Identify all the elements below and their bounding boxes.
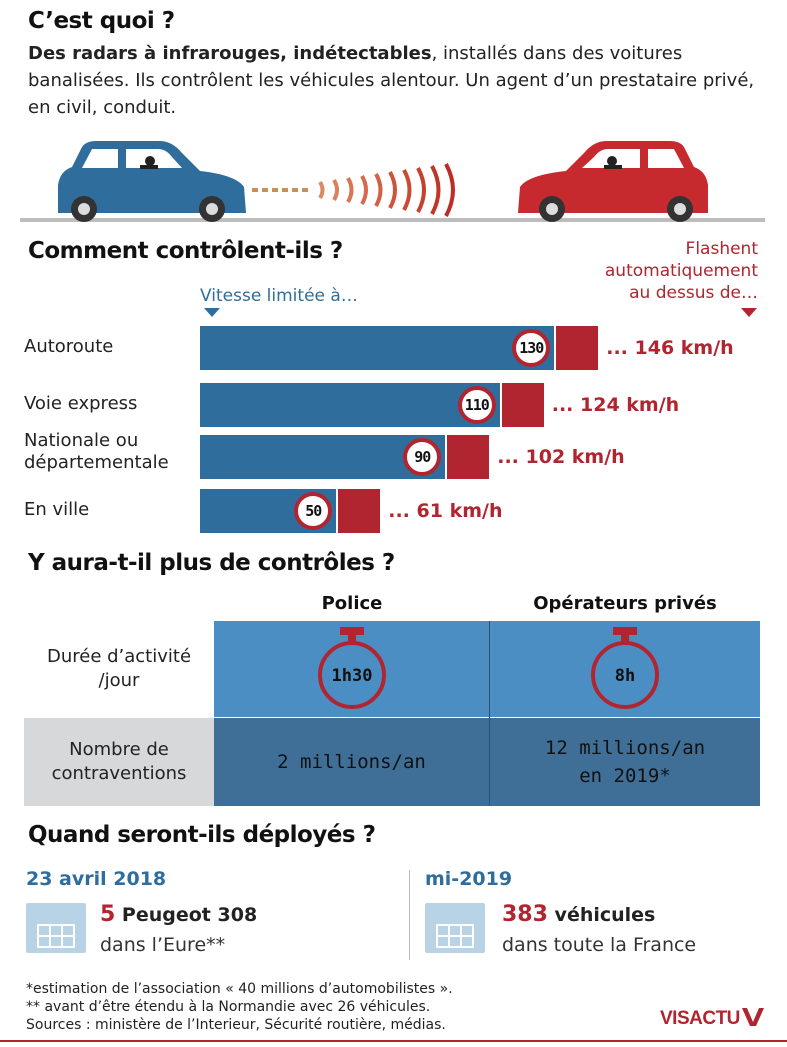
bar-category-label: En ville bbox=[24, 499, 90, 520]
radar-waves-icon bbox=[252, 163, 455, 217]
stopwatch-icon: 1h30 bbox=[317, 627, 386, 709]
intro-text: Des radars à infrarouges, indétectables,… bbox=[28, 40, 768, 121]
speed-limit-bar bbox=[200, 326, 555, 370]
private-count-line2: en 2019* bbox=[579, 765, 671, 787]
intro-rest: , installés dans des voitures banalisées… bbox=[28, 43, 755, 118]
footnote-sources: Sources : ministère de l’Interieur, Sécu… bbox=[26, 1017, 446, 1033]
legend-flash: Flashent automatiquement au dessus de… bbox=[605, 238, 758, 304]
row-count-label-line1: Nombre de bbox=[69, 739, 169, 760]
row-count-label-line2: contraventions bbox=[51, 763, 187, 784]
flash-threshold-bar bbox=[338, 489, 381, 533]
speed-limit-badge: 110 bbox=[457, 386, 496, 424]
bar-category-label: Voie express bbox=[24, 393, 138, 414]
row-duration-label-line2: /jour bbox=[98, 670, 140, 691]
intro-bold: Des radars à infrarouges, indétectables bbox=[28, 43, 432, 64]
bottom-rule bbox=[0, 1040, 787, 1042]
footnote-1: *estimation de l’association « 40 millio… bbox=[26, 981, 453, 997]
legend-flash-line1: Flashent bbox=[685, 239, 758, 259]
deploy-left-sub: dans l’Eure** bbox=[100, 934, 226, 956]
flash-threshold-label: ... 146 km/h bbox=[606, 337, 734, 359]
stopwatch-icon: 8h bbox=[591, 627, 659, 709]
private-count-line1: 12 millions/an bbox=[544, 737, 706, 759]
calendar-icon bbox=[425, 903, 485, 953]
flash-threshold-label: ... 102 km/h bbox=[497, 446, 625, 468]
deploy-left-count: 5 Peugeot 308 bbox=[100, 902, 257, 927]
legend-speed-limit: Vitesse limitée à… bbox=[200, 286, 358, 306]
flash-threshold-label: ... 61 km/h bbox=[388, 500, 503, 522]
flash-threshold-label: ... 124 km/h bbox=[551, 394, 680, 416]
speed-limit-badge: 130 bbox=[512, 329, 551, 367]
legend-limit-arrow-icon bbox=[204, 308, 220, 317]
deploy-left-num: 5 bbox=[100, 902, 116, 927]
calendar-icon bbox=[26, 903, 86, 953]
deploy-right-count: 383 véhicules bbox=[502, 902, 655, 927]
deploy-right-date: mi-2019 bbox=[425, 868, 513, 890]
col-private: Opérateurs privés bbox=[533, 593, 717, 614]
bar-category-label: Nationale ou départementale bbox=[24, 430, 169, 473]
radar-car-illustration bbox=[20, 141, 765, 222]
police-duration-cell: 1h30 bbox=[214, 621, 489, 717]
flash-threshold-bar bbox=[501, 383, 544, 427]
deploy-right-num: 383 bbox=[502, 902, 548, 927]
police-duration: 1h30 bbox=[331, 666, 372, 686]
deploy-divider bbox=[409, 870, 410, 960]
section-more-title: Y aura-t-il plus de contrôles ? bbox=[28, 550, 395, 576]
legend-flash-line2: automatiquement bbox=[604, 261, 758, 281]
road-line bbox=[20, 218, 765, 222]
logo-mark-icon bbox=[741, 1008, 764, 1026]
legend-flash-line3: au dessus de… bbox=[629, 283, 758, 303]
flash-threshold-bar bbox=[556, 326, 599, 370]
deploy-right-text: véhicules bbox=[547, 904, 656, 926]
flash-threshold-bar bbox=[447, 435, 490, 479]
police-count: 2 millions/an bbox=[214, 718, 489, 806]
legend-flash-arrow-icon bbox=[741, 308, 757, 317]
private-duration-cell: 8h bbox=[490, 621, 760, 717]
deploy-right-sub: dans toute la France bbox=[502, 934, 697, 956]
blue-car-icon bbox=[58, 141, 246, 222]
footnote-2: ** avant d’être étendu à la Normandie av… bbox=[26, 999, 431, 1015]
deploy-left-text: Peugeot 308 bbox=[115, 904, 258, 926]
speed-limit-bar bbox=[200, 383, 500, 427]
column-divider bbox=[489, 621, 490, 806]
bar-category-label: Autoroute bbox=[24, 336, 114, 357]
speed-limit-badge: 50 bbox=[294, 492, 333, 530]
red-car-icon bbox=[518, 141, 708, 222]
section-what-title: C’est quoi ? bbox=[28, 8, 175, 34]
private-count: 12 millions/an en 2019* bbox=[490, 718, 760, 806]
private-duration: 8h bbox=[615, 666, 635, 686]
logo-text: VISACTU bbox=[660, 1008, 740, 1029]
row-duration-label-line1: Durée d’activité bbox=[46, 646, 192, 667]
deploy-left-date: 23 avril 2018 bbox=[26, 868, 167, 890]
section-deploy-title: Quand seront-ils déployés ? bbox=[28, 822, 376, 848]
row-duration-label: Durée d’activité /jour bbox=[24, 621, 214, 717]
section-how-title: Comment contrôlent-ils ? bbox=[28, 238, 343, 264]
visactu-logo: VISACTU bbox=[660, 1008, 764, 1030]
col-police: Police bbox=[321, 593, 383, 614]
speed-limit-badge: 90 bbox=[403, 438, 442, 476]
row-count-label: Nombre de contraventions bbox=[24, 718, 214, 806]
